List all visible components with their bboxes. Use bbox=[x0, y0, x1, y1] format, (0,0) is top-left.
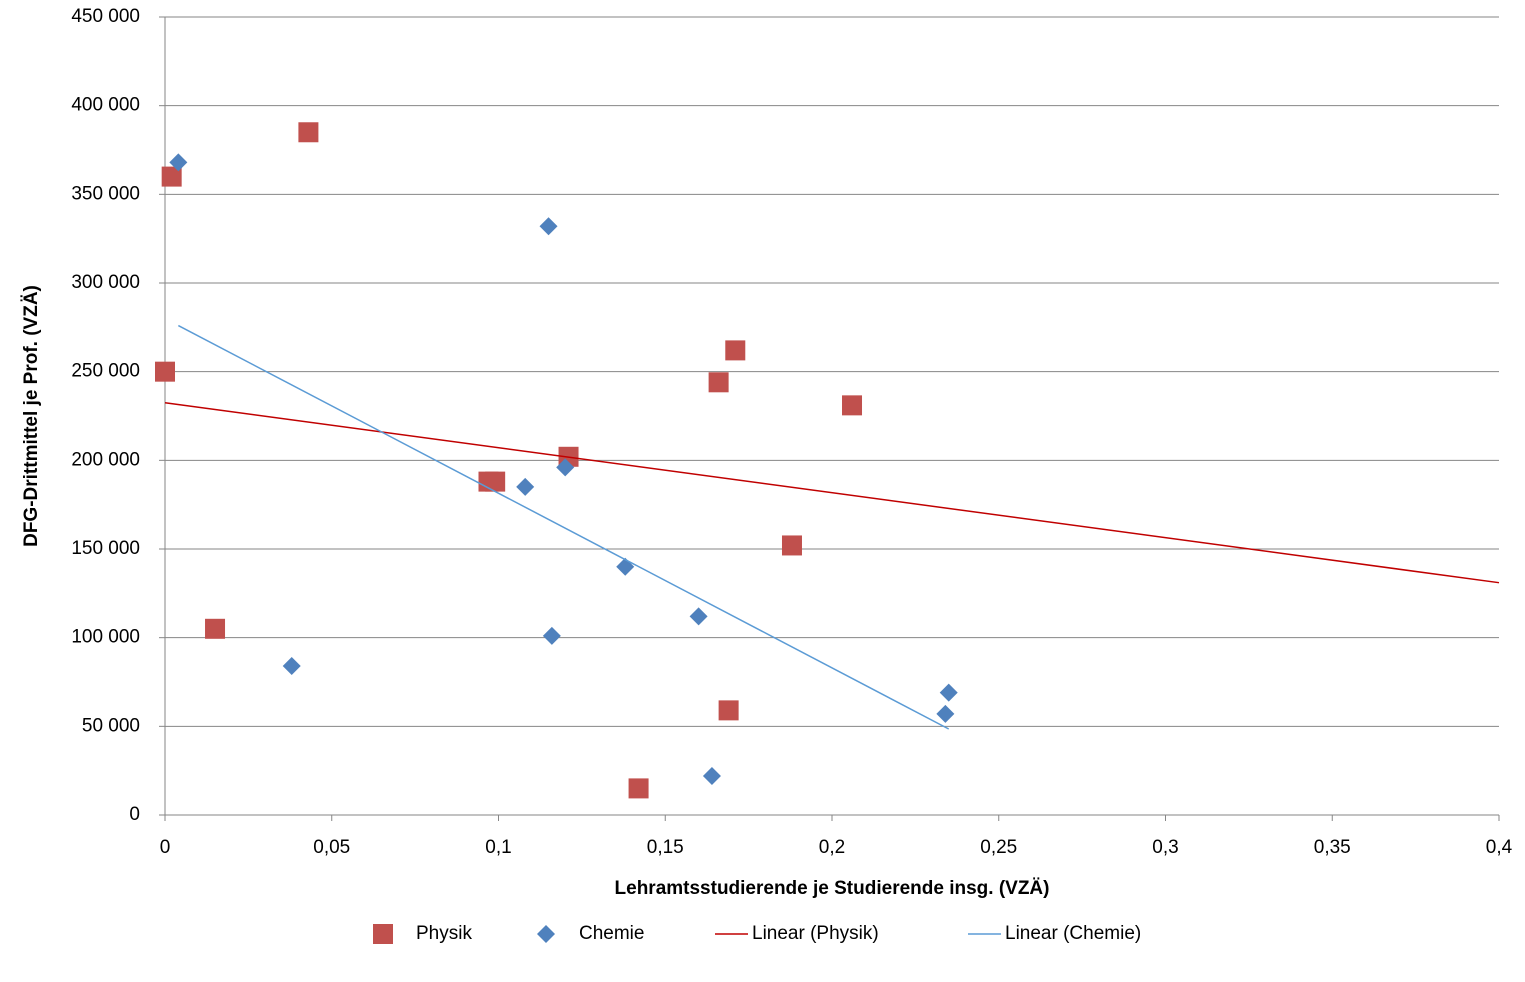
x-tick-label: 0,1 bbox=[485, 837, 511, 858]
y-tick-label: 400 000 bbox=[71, 95, 140, 116]
x-tick-label: 0 bbox=[160, 837, 171, 858]
y-tick-label: 450 000 bbox=[71, 6, 140, 27]
diamond-marker bbox=[539, 217, 558, 236]
square-marker bbox=[725, 340, 746, 361]
y-tick-label: 200 000 bbox=[71, 449, 140, 470]
square-marker bbox=[298, 122, 319, 143]
x-tick-label: 0,2 bbox=[819, 837, 845, 858]
diamond-marker bbox=[936, 704, 955, 723]
diamond-marker bbox=[537, 925, 555, 943]
y-tick-label: 150 000 bbox=[71, 538, 140, 559]
trend-line bbox=[177, 324, 950, 730]
x-tick-label: 0,4 bbox=[1486, 837, 1513, 858]
y-tick-label: 50 000 bbox=[82, 715, 140, 736]
legend-label: Linear (Chemie) bbox=[1005, 923, 1141, 944]
x-axis-title: Lehramtsstudierende je Studierende insg.… bbox=[615, 878, 1050, 899]
legend-label: Linear (Physik) bbox=[752, 923, 879, 944]
y-axis-title: DFG-Drittmittel je Prof. (VZÄ) bbox=[21, 285, 42, 547]
diamond-marker bbox=[282, 657, 301, 676]
legend-label: Chemie bbox=[579, 923, 644, 944]
diamond-marker bbox=[542, 626, 561, 645]
diamond-marker bbox=[702, 766, 721, 785]
trend-line bbox=[164, 401, 1500, 584]
diamond-marker bbox=[169, 153, 188, 172]
square-marker bbox=[708, 372, 729, 393]
legend-label: Physik bbox=[416, 923, 472, 944]
x-tick-label: 0,3 bbox=[1152, 837, 1178, 858]
square-marker bbox=[373, 924, 393, 944]
y-tick-label: 0 bbox=[129, 804, 140, 825]
x-tick-label: 0,15 bbox=[647, 837, 684, 858]
diamond-marker bbox=[516, 477, 535, 496]
diamond-marker bbox=[939, 683, 958, 702]
y-tick-label: 300 000 bbox=[71, 272, 140, 293]
y-tick-label: 100 000 bbox=[71, 627, 140, 648]
diamond-marker bbox=[556, 458, 575, 477]
square-marker bbox=[155, 361, 175, 382]
square-marker bbox=[842, 395, 863, 416]
x-tick-label: 0,25 bbox=[980, 837, 1017, 858]
x-tick-label: 0,35 bbox=[1314, 837, 1351, 858]
square-marker bbox=[205, 618, 226, 639]
x-tick-label: 0,05 bbox=[313, 837, 350, 858]
square-marker bbox=[161, 166, 182, 187]
y-tick-label: 250 000 bbox=[71, 361, 140, 382]
diamond-marker bbox=[616, 557, 635, 576]
square-marker bbox=[718, 700, 739, 721]
y-tick-label: 350 000 bbox=[71, 183, 140, 204]
square-marker bbox=[781, 535, 802, 556]
square-marker bbox=[628, 778, 649, 799]
diamond-marker bbox=[689, 607, 708, 626]
square-marker bbox=[485, 471, 506, 492]
